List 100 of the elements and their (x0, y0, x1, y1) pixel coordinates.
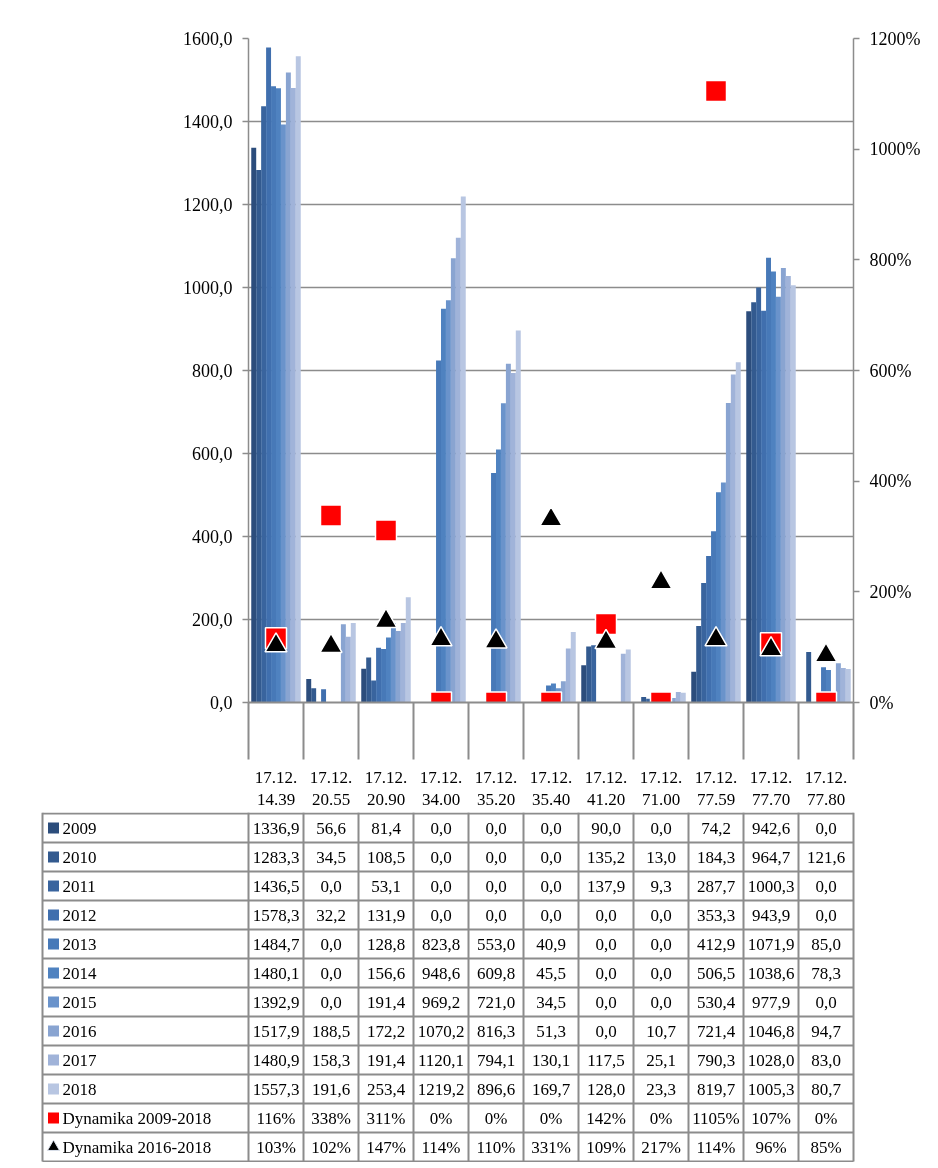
bar (730, 374, 736, 703)
y2-tick-label: 200% (869, 581, 912, 602)
data-label: 1046,8 (747, 1021, 795, 1041)
point (649, 568, 673, 590)
data-label: 32,2 (316, 905, 346, 925)
bar (725, 403, 731, 703)
data-label: 109% (586, 1137, 626, 1157)
y-tick-label: 400,0 (192, 527, 233, 547)
y2-tick-label: 400% (869, 471, 912, 492)
data-label: 128,0 (586, 1079, 626, 1099)
point (319, 632, 343, 654)
data-label: 0% (484, 1108, 508, 1128)
data-label: 942,6 (751, 818, 791, 838)
point (814, 642, 838, 663)
bar (450, 258, 456, 703)
data-label: 816,3 (476, 1021, 516, 1041)
bar (620, 653, 626, 703)
bar (565, 648, 571, 703)
data-label: 217% (641, 1137, 681, 1157)
data-label: 110% (476, 1137, 516, 1157)
x-tick-label: 17.12.20.55 (309, 767, 353, 810)
data-label: 1105% (692, 1108, 740, 1128)
data-label: 1283,3 (252, 847, 300, 867)
bar (306, 679, 312, 703)
y2-tick-label: 0% (869, 692, 894, 713)
data-label: 977,9 (751, 992, 791, 1012)
bar (290, 87, 296, 703)
bar (280, 124, 286, 703)
bar (720, 482, 726, 703)
data-label: 1392,9 (252, 992, 300, 1012)
data-label: 158,3 (311, 1050, 351, 1070)
data-label: 78,3 (811, 963, 841, 983)
bar (780, 268, 786, 703)
data-label: 0,0 (815, 818, 837, 838)
bar (505, 363, 511, 703)
data-label: 135,2 (586, 847, 626, 867)
data-label: 56,6 (316, 818, 346, 838)
x-tick-label: 17.12.41.20 (584, 767, 628, 810)
legend-label: Dynamika 2009-2018 (62, 1108, 212, 1128)
data-label: 0,0 (320, 992, 342, 1012)
data-label: 90,0 (591, 818, 621, 838)
bar (256, 169, 262, 703)
y2-tick-label: 600% (869, 360, 912, 381)
x-tick-label: 17.12.34.00 (419, 767, 463, 810)
data-label: 51,3 (536, 1021, 566, 1041)
legend-label: 2010 (62, 847, 97, 867)
x-tick-label: 17.12.77.59 (694, 767, 738, 810)
data-label: 0,0 (485, 905, 507, 925)
x-tick-label: 17.12.77.70 (749, 767, 793, 810)
data-label: 0,0 (815, 876, 837, 896)
data-label: 794,1 (476, 1050, 516, 1070)
bar (376, 647, 382, 703)
point (429, 625, 453, 647)
bar (261, 106, 267, 703)
data-label: 0,0 (430, 818, 452, 838)
bar (591, 645, 597, 703)
y2-tick-label: 1000% (869, 139, 921, 160)
data-label: 1517,9 (252, 1021, 300, 1041)
bar (675, 692, 681, 703)
bar (835, 663, 841, 703)
data-label: 287,7 (696, 876, 736, 896)
data-label: 0% (429, 1108, 453, 1128)
data-label: 1120,1 (417, 1050, 465, 1070)
data-label: 0% (539, 1108, 563, 1128)
data-label: 0,0 (595, 992, 617, 1012)
data-label: 131,9 (366, 905, 406, 925)
data-label: 85,0 (811, 934, 841, 954)
data-label: 147% (366, 1137, 406, 1157)
data-label: 964,7 (751, 847, 791, 867)
data-label: 0,0 (595, 963, 617, 983)
bar (460, 196, 466, 703)
data-label: 0,0 (540, 905, 562, 925)
y-tick-label: 1200,0 (183, 195, 233, 215)
data-label: 103% (256, 1137, 296, 1157)
bar (251, 147, 257, 703)
data-label: 721,4 (696, 1021, 736, 1041)
data-label: 0,0 (430, 905, 452, 925)
data-label: 40,9 (536, 934, 566, 954)
data-label: 81,4 (371, 818, 402, 838)
data-label: 1578,3 (252, 905, 300, 925)
data-label: 13,0 (646, 847, 676, 867)
bar (840, 668, 846, 703)
legend-label: Dynamika 2016-2018 (62, 1137, 212, 1157)
bar (696, 626, 702, 703)
data-label: 25,1 (646, 1050, 676, 1070)
data-label: 1484,7 (252, 934, 300, 954)
data-label: 331% (531, 1137, 571, 1157)
bar (641, 697, 647, 703)
data-label: 1219,2 (417, 1079, 465, 1099)
bar (371, 680, 377, 703)
legend-label: 2018 (62, 1079, 97, 1099)
data-label: 121,6 (806, 847, 846, 867)
point (704, 625, 728, 647)
y-tick-label: 0,0 (210, 693, 233, 713)
bar (366, 657, 372, 703)
data-label: 1038,6 (747, 963, 795, 983)
data-label: 156,6 (366, 963, 406, 983)
y2-tick-label: 800% (869, 249, 912, 270)
legend-label: 2012 (62, 905, 97, 925)
legend-label: 2017 (62, 1050, 97, 1070)
